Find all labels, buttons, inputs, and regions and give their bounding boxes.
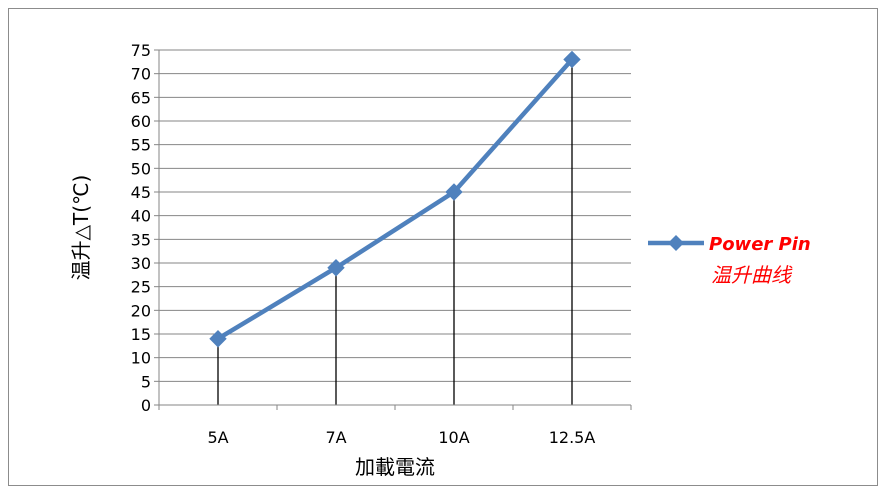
legend-label-line2: 温升曲线 xyxy=(711,263,793,287)
axes xyxy=(158,50,632,410)
y-tick-label: 60 xyxy=(131,112,151,131)
y-tick-label: 65 xyxy=(131,88,151,107)
x-tick-label: 12.5A xyxy=(549,428,596,447)
y-axis-title: 温升△T(℃) xyxy=(69,175,93,281)
y-tick-label: 40 xyxy=(131,207,151,226)
x-tick-label: 5A xyxy=(207,428,228,447)
gridlines xyxy=(154,49,631,406)
y-tick-label: 25 xyxy=(131,278,151,297)
y-tick-label: 55 xyxy=(131,136,151,155)
y-tick-label: 45 xyxy=(131,183,151,202)
y-tick-label: 0 xyxy=(141,396,151,415)
y-tick-label: 10 xyxy=(131,349,151,368)
y-tick-label: 15 xyxy=(131,325,151,344)
y-tick-labels: 0 5 10 15 20 25 30 35 40 45 50 55 60 65 70 75 xyxy=(131,41,151,415)
y-tick-label: 50 xyxy=(131,159,151,178)
series-line xyxy=(216,57,574,341)
y-tick-label: 70 xyxy=(131,65,151,84)
data-point-marker xyxy=(563,50,581,69)
x-tick-labels: 5A 7A 10A 12.5A xyxy=(207,428,595,447)
x-axis-title: 加載電流 xyxy=(355,455,435,479)
y-tick-label: 35 xyxy=(131,230,151,249)
series-group xyxy=(209,50,581,348)
y-tick-label: 30 xyxy=(131,254,151,273)
chart-frame xyxy=(8,8,878,486)
legend: Power Pin 温升曲线 xyxy=(648,234,811,287)
legend-marker-swatch xyxy=(668,235,684,251)
data-point-marker xyxy=(209,330,227,348)
drop-lines xyxy=(217,59,573,405)
legend-label-line1: Power Pin xyxy=(709,234,811,255)
data-point-marker xyxy=(327,259,345,277)
y-tick-label: 20 xyxy=(131,301,151,320)
y-tick-label: 75 xyxy=(131,41,151,60)
data-point-marker xyxy=(445,183,463,201)
x-tick-label: 10A xyxy=(438,428,469,447)
y-tick-label: 5 xyxy=(141,372,151,391)
x-tick-label: 7A xyxy=(325,428,346,447)
